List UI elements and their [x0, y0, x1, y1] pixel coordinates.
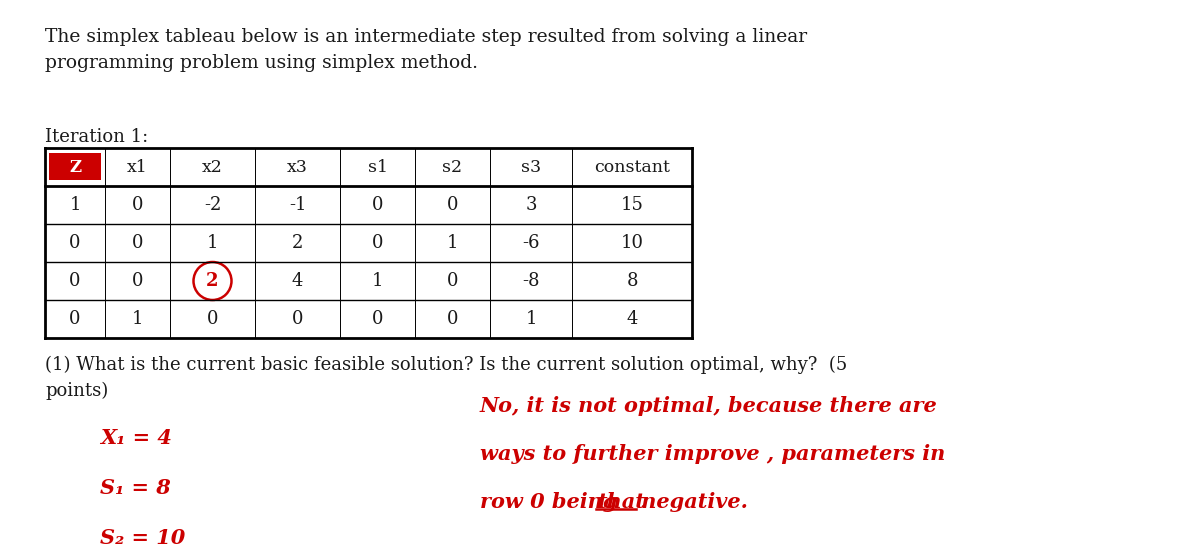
- Text: ways to further improve , parameters in: ways to further improve , parameters in: [480, 444, 946, 464]
- Text: 0: 0: [292, 310, 304, 328]
- Text: x3: x3: [287, 158, 308, 176]
- Text: 0: 0: [372, 310, 383, 328]
- Text: 0: 0: [132, 196, 143, 214]
- Text: 10: 10: [620, 234, 643, 252]
- Text: S₁ = 8: S₁ = 8: [100, 478, 170, 498]
- Text: 1: 1: [446, 234, 458, 252]
- Text: S₂ = 10: S₂ = 10: [100, 528, 185, 548]
- Text: 0: 0: [206, 310, 218, 328]
- Text: -6: -6: [522, 234, 540, 252]
- Text: Iteration 1:: Iteration 1:: [46, 128, 149, 146]
- Text: -1: -1: [289, 196, 306, 214]
- Text: 4: 4: [292, 272, 304, 290]
- Text: (1) What is the current basic feasible solution? Is the current solution optimal: (1) What is the current basic feasible s…: [46, 356, 847, 400]
- Text: Z: Z: [68, 158, 82, 176]
- Text: row 0 being: row 0 being: [480, 492, 625, 512]
- Text: 0: 0: [70, 234, 80, 252]
- Text: 0: 0: [446, 272, 458, 290]
- Text: 1: 1: [526, 310, 536, 328]
- Text: 1: 1: [206, 234, 218, 252]
- Text: that: that: [598, 492, 646, 512]
- Text: -8: -8: [522, 272, 540, 290]
- FancyBboxPatch shape: [49, 153, 101, 180]
- Text: X₁ = 4: X₁ = 4: [100, 428, 172, 448]
- Text: constant: constant: [594, 158, 670, 176]
- Text: 0: 0: [372, 234, 383, 252]
- Text: 0: 0: [132, 272, 143, 290]
- Text: s3: s3: [521, 158, 541, 176]
- Text: 0: 0: [446, 196, 458, 214]
- Text: 1: 1: [372, 272, 383, 290]
- Text: 0: 0: [446, 310, 458, 328]
- Text: 0: 0: [70, 272, 80, 290]
- Text: x1: x1: [127, 158, 148, 176]
- Text: 2: 2: [206, 272, 218, 290]
- Text: x2: x2: [202, 158, 223, 176]
- Text: s1: s1: [367, 158, 388, 176]
- Text: 3: 3: [526, 196, 536, 214]
- Text: 15: 15: [620, 196, 643, 214]
- Text: 0: 0: [372, 196, 383, 214]
- Text: The simplex tableau below is an intermediate step resulted from solving a linear: The simplex tableau below is an intermed…: [46, 28, 808, 73]
- Text: s2: s2: [443, 158, 462, 176]
- Text: 8: 8: [626, 272, 637, 290]
- Text: 1: 1: [70, 196, 80, 214]
- Text: -2: -2: [204, 196, 221, 214]
- Text: 2: 2: [292, 234, 304, 252]
- Text: 4: 4: [626, 310, 637, 328]
- Text: 0: 0: [132, 234, 143, 252]
- Text: negative.: negative.: [634, 492, 748, 512]
- Text: 1: 1: [132, 310, 143, 328]
- Text: 0: 0: [70, 310, 80, 328]
- Text: No, it is not optimal, because there are: No, it is not optimal, because there are: [480, 396, 937, 416]
